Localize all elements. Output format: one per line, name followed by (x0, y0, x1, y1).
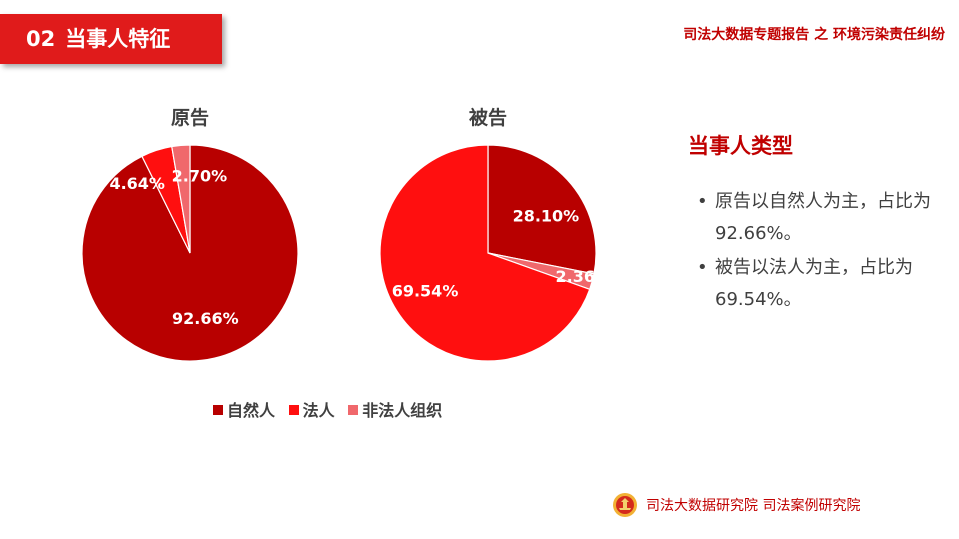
bullet-dot: • (697, 257, 708, 278)
legend-item-legal-person: 法人 (288, 397, 335, 421)
slice-data-label: 69.54% (392, 281, 459, 300)
pie-slices (81, 144, 299, 362)
slice-data-label: 4.64% (109, 174, 165, 193)
bullet-item: • 原告以自然人为主，占比为92.66%。 (695, 186, 940, 250)
legend-item-unincorporated-org: 非法人组织 (348, 397, 442, 421)
summary-bullets: • 原告以自然人为主，占比为92.66%。 • 被告以法人为主，占比为69.54%。 (695, 186, 940, 318)
bullet-item: • 被告以法人为主，占比为69.54%。 (695, 252, 940, 316)
legend-item-natural-person: 自然人 (213, 397, 275, 421)
section-number: 02 (26, 27, 56, 51)
legend-swatch (348, 405, 359, 415)
section-title: 当事人特征 (65, 27, 171, 51)
bullet-dot: • (697, 191, 708, 212)
pie-slice (487, 144, 597, 275)
pie-slice (379, 144, 591, 362)
slice-data-label: 28.10% (513, 206, 580, 225)
legend-label: 自然人 (227, 401, 276, 420)
court-emblem-icon (613, 493, 637, 517)
footer: 司法大数据研究院 司法案例研究院 (612, 490, 860, 520)
pie-slice (171, 144, 191, 254)
footer-text: 司法大数据研究院 司法案例研究院 (646, 498, 861, 514)
plaintiff-pie-title: 原告 (170, 107, 209, 129)
chart-legend: 自然人 法人 非法人组织 (213, 397, 450, 421)
bullet-text: 被告以法人为主，占比为69.54%。 (715, 257, 913, 310)
legend-label: 法人 (302, 401, 335, 420)
legend-swatch (288, 405, 299, 415)
slice-data-label: 92.66% (172, 309, 239, 328)
plaintiff-pie-chart: 92.66% 4.64% 2.70% (81, 144, 299, 362)
defendant-pie-chart: 28.10% 2.36% 69.54% (379, 144, 611, 362)
section-tab: 02 当事人特征 (0, 14, 222, 64)
side-title: 当事人类型 (688, 134, 793, 158)
report-title: 司法大数据专题报告 之 环境污染责任纠纷 (683, 27, 945, 43)
defendant-pie-title: 被告 (468, 107, 507, 129)
slice-data-label: 2.36% (556, 267, 612, 286)
legend-label: 非法人组织 (362, 401, 443, 420)
bullet-text: 原告以自然人为主，占比为92.66%。 (715, 191, 931, 244)
slice-data-label: 2.70% (172, 167, 228, 186)
legend-swatch (213, 405, 223, 415)
pie-slices (379, 144, 597, 362)
